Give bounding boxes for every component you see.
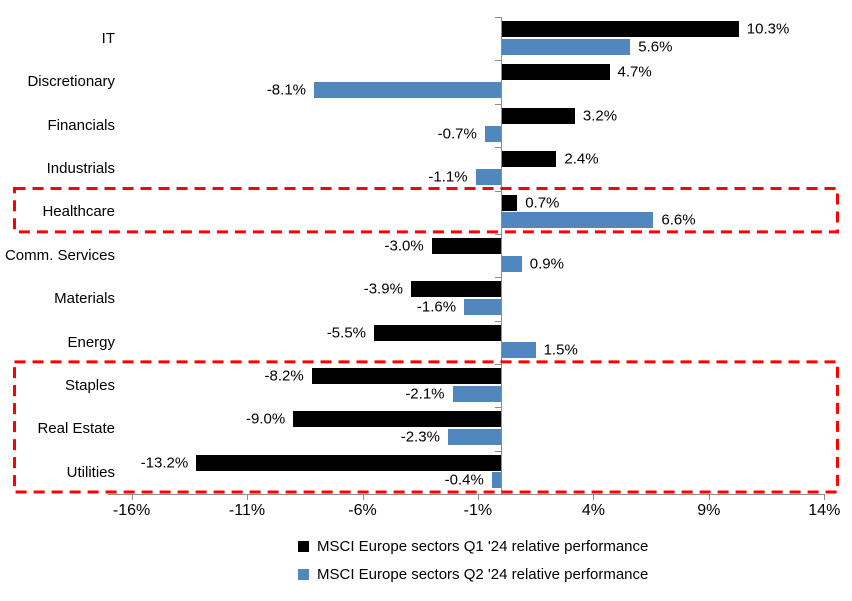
y-axis-tick bbox=[495, 190, 501, 192]
y-axis-tick bbox=[495, 17, 501, 18]
y-axis-tick bbox=[495, 233, 501, 235]
x-axis-tick bbox=[708, 494, 710, 500]
category-label: Discretionary bbox=[27, 73, 115, 91]
x-axis-tick-label: -6% bbox=[348, 502, 377, 519]
bar-q2 bbox=[314, 82, 501, 99]
bar-q1 bbox=[311, 367, 501, 384]
bar-q1 bbox=[431, 237, 501, 254]
category-label: Real Estate bbox=[37, 420, 115, 438]
legend-swatch-q1-icon bbox=[298, 540, 309, 552]
x-axis-line bbox=[108, 494, 824, 495]
y-axis-tick bbox=[495, 60, 501, 62]
x-axis-tick-label: -16% bbox=[112, 502, 151, 519]
legend-label-q2: MSCI Europe sectors Q2 '24 relative perf… bbox=[317, 565, 649, 583]
y-axis-tick bbox=[495, 450, 501, 452]
bar-q1 bbox=[501, 21, 739, 37]
x-axis-tick bbox=[247, 494, 248, 500]
x-axis-tick bbox=[131, 494, 133, 500]
value-label: 2.4% bbox=[564, 150, 599, 168]
bar-q1 bbox=[293, 411, 501, 428]
value-label: 5.6% bbox=[638, 38, 673, 56]
x-axis-tick bbox=[824, 494, 826, 500]
x-axis-tick bbox=[477, 494, 479, 500]
bar-q2 bbox=[464, 299, 501, 315]
bar-q1 bbox=[374, 324, 501, 341]
bar-q2 bbox=[475, 168, 501, 185]
y-axis-tick bbox=[495, 277, 501, 279]
value-label: -5.5% bbox=[326, 324, 366, 341]
category-label: Materials bbox=[54, 290, 115, 308]
value-label: -1.1% bbox=[428, 168, 468, 186]
value-label: -0.4% bbox=[444, 471, 484, 489]
value-label: 10.3% bbox=[746, 20, 790, 38]
bar-q2 bbox=[484, 125, 501, 142]
category-label: Utilities bbox=[66, 463, 115, 481]
bar-q1 bbox=[501, 194, 518, 211]
value-label: 4.7% bbox=[617, 63, 652, 81]
legend-item-q2: MSCI Europe sectors Q2 '24 relative perf… bbox=[298, 562, 648, 586]
category-label: IT bbox=[101, 30, 115, 47]
value-label: 3.2% bbox=[582, 107, 618, 125]
y-axis-tick bbox=[495, 147, 501, 149]
bar-q1 bbox=[410, 281, 501, 298]
value-label: -9.0% bbox=[246, 410, 286, 428]
value-label: -0.7% bbox=[437, 125, 477, 142]
healthcare-highlight-box bbox=[13, 187, 839, 234]
x-axis-tick-label: 14% bbox=[808, 502, 841, 519]
bar-q2 bbox=[447, 429, 501, 446]
category-label: Staples bbox=[64, 376, 115, 394]
x-axis-tick-label: 9% bbox=[697, 502, 721, 519]
x-axis-tick bbox=[362, 494, 364, 500]
value-label: -3.0% bbox=[384, 237, 424, 255]
legend-label-q1: MSCI Europe sectors Q1 '24 relative perf… bbox=[317, 537, 649, 555]
value-label: -3.9% bbox=[363, 280, 403, 298]
category-label: Comm. Services bbox=[4, 246, 115, 264]
value-label: 0.7% bbox=[525, 194, 560, 211]
value-label: 1.5% bbox=[543, 341, 578, 359]
x-axis-tick-label: -1% bbox=[463, 502, 493, 519]
bar-q1 bbox=[501, 151, 557, 168]
y-axis-tick bbox=[495, 407, 501, 409]
category-label: Healthcare bbox=[42, 203, 115, 221]
value-label: -2.3% bbox=[400, 428, 440, 446]
chart-legend: MSCI Europe sectors Q1 '24 relative perf… bbox=[298, 534, 648, 590]
value-label: -8.1% bbox=[266, 81, 306, 99]
y-axis-tick bbox=[495, 363, 501, 365]
bar-q1 bbox=[501, 107, 575, 124]
bar-q2 bbox=[501, 342, 536, 359]
value-label: -13.2% bbox=[140, 454, 189, 472]
x-axis-tick-label: -11% bbox=[228, 502, 266, 519]
bar-q1 bbox=[501, 64, 610, 81]
y-axis-tick bbox=[495, 320, 501, 322]
category-label: Financials bbox=[47, 116, 115, 134]
bar-q2 bbox=[491, 472, 501, 489]
bar-q2 bbox=[452, 385, 501, 402]
value-label: 0.9% bbox=[529, 255, 564, 273]
bar-q1 bbox=[196, 454, 501, 471]
value-label: -1.6% bbox=[416, 298, 457, 316]
value-label: 6.6% bbox=[661, 211, 696, 229]
x-axis-tick-label: 4% bbox=[581, 502, 605, 519]
bar-q2 bbox=[501, 38, 631, 55]
y-axis-line bbox=[501, 17, 502, 494]
category-label: Energy bbox=[67, 333, 115, 351]
legend-swatch-q2-icon bbox=[298, 568, 309, 580]
value-label: -8.2% bbox=[264, 367, 304, 385]
bar-q2 bbox=[501, 255, 522, 272]
category-label: Industrials bbox=[46, 160, 115, 178]
bar-q2 bbox=[501, 212, 654, 229]
legend-item-q1: MSCI Europe sectors Q1 '24 relative perf… bbox=[298, 534, 648, 558]
y-axis-tick bbox=[495, 103, 501, 105]
x-axis-tick bbox=[593, 494, 595, 500]
value-label: -2.1% bbox=[405, 385, 445, 403]
